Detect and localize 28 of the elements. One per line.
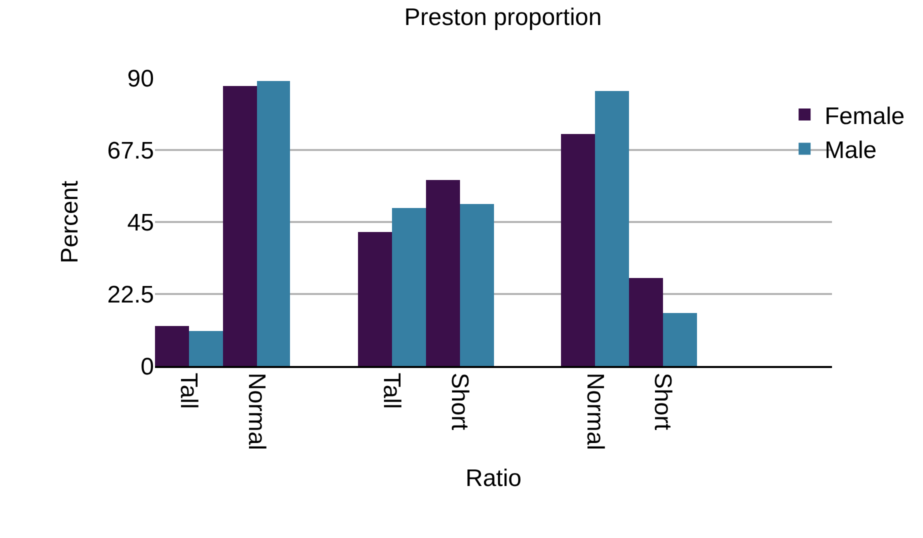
bar [595, 91, 629, 366]
y-tick-label: 45 [127, 209, 154, 236]
bar [392, 208, 426, 366]
bar [358, 232, 392, 366]
x-tick-label: Tall [378, 372, 406, 409]
x-tick-label: Short [446, 372, 473, 430]
bar [460, 204, 494, 366]
x-tick-label: Normal [581, 372, 608, 450]
legend-label: Male [824, 137, 877, 164]
legend-label: Female [824, 102, 905, 130]
x-tick-label: Short [648, 372, 676, 430]
bar [155, 326, 189, 366]
bar [561, 134, 595, 366]
x-axis-title: Ratio [465, 464, 522, 492]
bar [223, 86, 257, 366]
y-tick-label: 67.5 [107, 137, 154, 164]
bar [426, 180, 460, 366]
y-tick-label: 90 [127, 65, 154, 92]
chart-title: Preston proportion [404, 4, 602, 31]
y-axis-title: Percent [56, 180, 84, 264]
y-tick-label: 0 [140, 353, 154, 380]
bar [629, 278, 663, 366]
bar [189, 331, 223, 366]
bar [257, 81, 290, 366]
y-tick-label: 22.5 [107, 281, 154, 308]
bar [663, 313, 697, 366]
x-tick-label: Normal [242, 372, 270, 450]
x-tick-label: Tall [175, 372, 202, 409]
